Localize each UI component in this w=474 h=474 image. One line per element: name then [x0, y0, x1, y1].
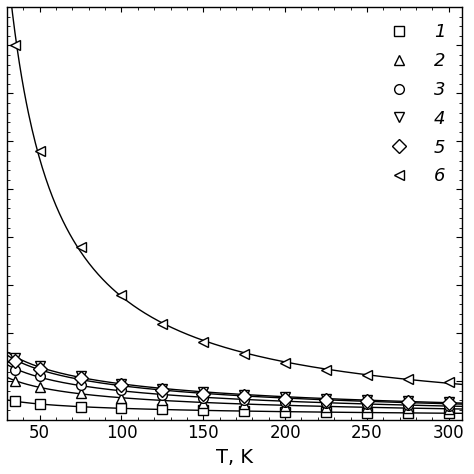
X-axis label: T, K: T, K [216, 448, 253, 467]
Legend: 1, 2, 3, 4, 5, 6: 1, 2, 3, 4, 5, 6 [378, 16, 453, 192]
